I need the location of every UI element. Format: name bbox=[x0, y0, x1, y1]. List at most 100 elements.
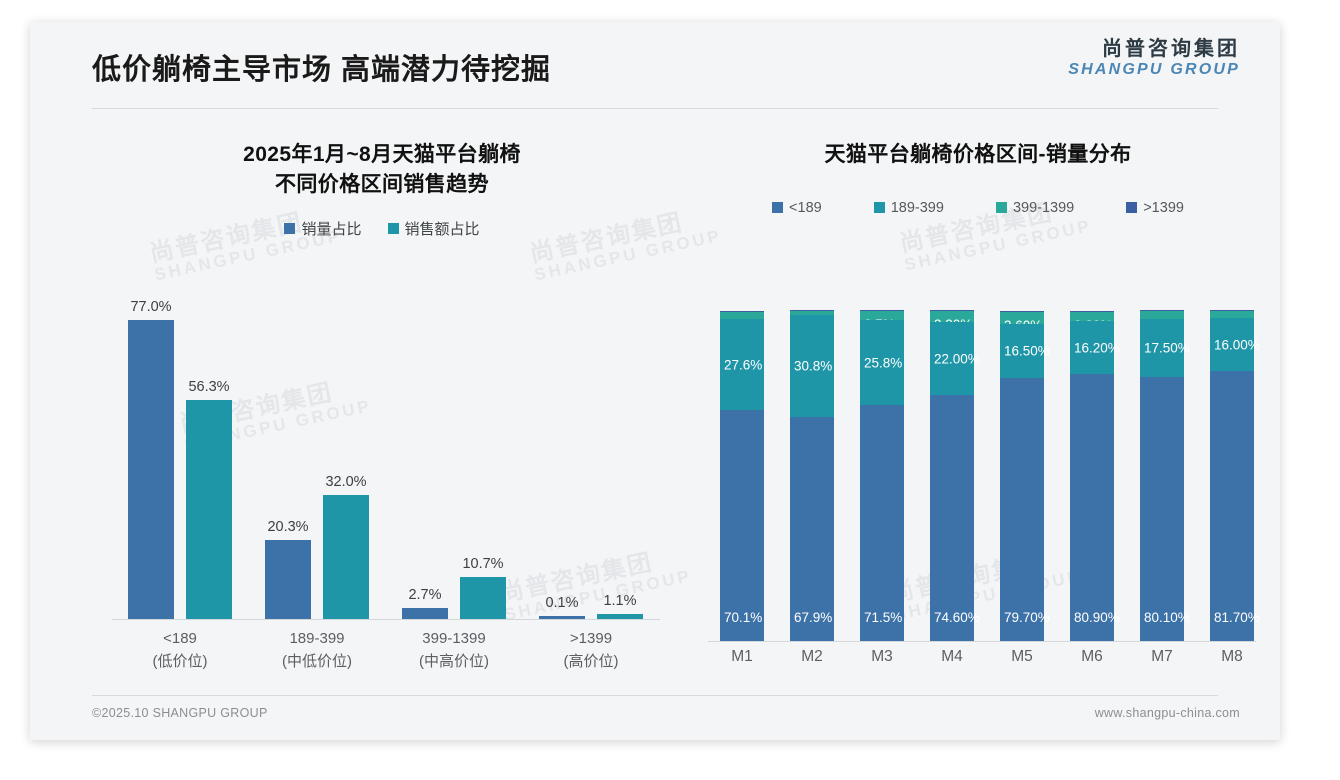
x-axis-label-range: >1399 bbox=[569, 630, 613, 647]
segment-value-label: 79.70% bbox=[1004, 610, 1050, 625]
x-axis-labels-sales-trend: <189 (低价位) 189-399 (中低价位) 399-1399 (中高价位… bbox=[112, 628, 660, 688]
segment-399-1399[interactable]: 2.10% bbox=[1210, 311, 1254, 332]
bar-volume-share[interactable]: 77.0% bbox=[128, 299, 174, 619]
segment-189-399[interactable]: 25.8% bbox=[860, 320, 904, 405]
segment-value-label: 17.50% bbox=[1144, 340, 1190, 356]
footer-copyright: ©2025.10 SHANGPU GROUP bbox=[92, 706, 268, 720]
chart-legend-sales-trend: 销量占比 销售额占比 bbox=[92, 218, 672, 239]
x-axis-label: <189 (低价位) bbox=[112, 628, 248, 673]
x-axis-label-range: 189-399 bbox=[289, 630, 345, 647]
segment-value-label: 16.00% bbox=[1214, 337, 1260, 352]
segment-value-label: 67.9% bbox=[794, 610, 833, 625]
segment-189-399[interactable]: 16.50% bbox=[1000, 324, 1050, 378]
segment-399-1399[interactable]: 3.60% bbox=[1000, 312, 1044, 333]
segment-399-1399[interactable]: 3.20% bbox=[930, 311, 974, 332]
bar-value-label: 20.3% bbox=[267, 519, 309, 535]
x-axis-label-sublabel: (低价位) bbox=[152, 652, 208, 670]
bar-value-label: 32.0% bbox=[325, 474, 367, 490]
segment-189-399[interactable]: 27.6% bbox=[720, 319, 764, 410]
bar-revenue-share[interactable]: 32.0% bbox=[323, 474, 369, 619]
segment-189-399[interactable]: 16.20% bbox=[1070, 321, 1120, 374]
slide: 低价躺椅主导市场 高端潜力待挖掘 尚普咨询集团 SHANGPU GROUP 尚普… bbox=[30, 22, 1280, 740]
legend-swatch-icon bbox=[1126, 202, 1138, 214]
segment-189-399[interactable]: 22.00% bbox=[930, 322, 980, 395]
legend-label: 销售额占比 bbox=[404, 220, 480, 238]
segment-under-189[interactable]: 79.70% bbox=[1000, 378, 1050, 641]
segment-399-1399[interactable]: 2.1% bbox=[720, 312, 764, 333]
bar-value-label: 0.1% bbox=[545, 595, 579, 611]
segment-value-label: 70.1% bbox=[724, 610, 763, 625]
stacked-bar[interactable]: 0.0% 1.3% 30.8% 67.9% bbox=[790, 310, 834, 641]
bar-revenue-share[interactable]: 56.3% bbox=[186, 379, 232, 619]
chart-title-line1: 2025年1月~8月天猫平台躺椅 bbox=[243, 143, 521, 166]
stacked-bar[interactable]: 0.20% 3.20% 22.00% 74.60% bbox=[930, 310, 980, 641]
segment-under-189[interactable]: 71.5% bbox=[860, 405, 904, 641]
legend-swatch-icon bbox=[873, 202, 885, 214]
footer-website[interactable]: www.shangpu-china.com bbox=[1094, 706, 1240, 720]
stacked-bar[interactable]: 0.00% 2.40% 17.50% 80.10% bbox=[1140, 310, 1190, 641]
stacked-bar[interactable]: 0.20% 3.60% 16.50% 79.70% bbox=[1000, 311, 1050, 641]
stacked-bar-group: 0.0% 2.7% 25.8% 71.5% bbox=[848, 310, 916, 641]
legend-item-revenue-share[interactable]: 销售额占比 bbox=[387, 218, 480, 239]
segment-189-399[interactable]: 30.8% bbox=[790, 315, 834, 417]
legend-item-volume-share[interactable]: 销量占比 bbox=[284, 218, 362, 239]
stacked-bar-group: 0.20% 2.10% 16.00% 81.70% bbox=[1198, 310, 1266, 641]
segment-under-189[interactable]: 74.60% bbox=[930, 395, 980, 641]
stacked-bar[interactable]: 0.0% 2.7% 25.8% 71.5% bbox=[860, 310, 904, 641]
x-axis-label-sublabel: (高价位) bbox=[563, 652, 619, 670]
bar-value-label: 56.3% bbox=[188, 379, 230, 395]
segment-under-189[interactable]: 80.90% bbox=[1070, 374, 1120, 641]
stacked-bar-group: 0.20% 3.20% 22.00% 74.60% bbox=[918, 310, 986, 641]
stacked-bar[interactable]: 0.10% 2.80% 16.20% 80.90% bbox=[1070, 311, 1120, 641]
segment-value-label: 16.20% bbox=[1074, 340, 1120, 355]
segment-under-189[interactable]: 67.9% bbox=[790, 417, 834, 641]
segment-189-399[interactable]: 17.50% bbox=[1140, 319, 1190, 377]
x-axis-label-sublabel: (中低价位) bbox=[282, 652, 352, 670]
segment-under-189[interactable]: 81.70% bbox=[1210, 371, 1260, 641]
legend-label: 399-1399 bbox=[1012, 199, 1075, 216]
chart-panel-volume-distribution: 天猫平台躺椅价格区间-销量分布 <189 189-399 399-1399 >1… bbox=[690, 140, 1266, 700]
legend-label: 189-399 bbox=[890, 199, 944, 216]
x-axis-label: M2 bbox=[801, 648, 823, 665]
segment-189-399[interactable]: 16.00% bbox=[1210, 318, 1260, 371]
bar-value-label: 77.0% bbox=[130, 299, 172, 315]
segment-399-1399[interactable]: 2.40% bbox=[1140, 311, 1184, 332]
bar-volume-share[interactable]: 20.3% bbox=[265, 519, 311, 619]
segment-under-189[interactable]: 80.10% bbox=[1140, 377, 1190, 641]
footer-divider bbox=[92, 695, 1218, 696]
segment-399-1399[interactable]: 2.7% bbox=[860, 311, 904, 332]
legend-label: <189 bbox=[789, 199, 822, 216]
logo-chinese-text: 尚普咨询集团 bbox=[1102, 38, 1240, 60]
segment-under-189[interactable]: 70.1% bbox=[720, 410, 764, 641]
brand-logo: 尚普咨询集团 SHANGPU GROUP bbox=[1068, 38, 1240, 79]
x-axis-labels-volume-distribution: M1 M2 M3 M4 M5 M6 M7 M8 bbox=[708, 648, 1256, 688]
x-axis-label: M5 bbox=[1011, 648, 1033, 665]
bar-volume-share[interactable]: 2.7% bbox=[402, 587, 448, 619]
segment-399-1399[interactable]: 2.80% bbox=[1070, 312, 1114, 333]
x-axis-label: M4 bbox=[941, 648, 963, 665]
chart-title-line2: 不同价格区间销售趋势 bbox=[275, 172, 489, 196]
stacked-bar-group: 0.00% 2.40% 17.50% 80.10% bbox=[1128, 310, 1196, 641]
legend-item-over-1399[interactable]: >1399 bbox=[1126, 200, 1184, 216]
bar-revenue-share[interactable]: 1.1% bbox=[597, 593, 643, 619]
chart-title-sales-trend: 2025年1月~8月天猫平台躺椅 不同价格区间销售趋势 bbox=[92, 140, 672, 200]
x-axis-line bbox=[112, 619, 660, 620]
bar-group: 0.1% 1.1% bbox=[523, 289, 659, 619]
legend-item-399-1399[interactable]: 399-1399 bbox=[995, 199, 1075, 216]
header-divider bbox=[92, 108, 1218, 109]
stacked-bar-group: 0.0% 1.3% 30.8% 67.9% bbox=[778, 310, 846, 641]
stacked-bar[interactable]: 0.20% 2.10% 16.00% 81.70% bbox=[1210, 310, 1260, 641]
bar-revenue-share[interactable]: 10.7% bbox=[460, 556, 506, 619]
bar-group: 20.3% 32.0% bbox=[249, 289, 385, 619]
stacked-bar-group: 0.10% 2.80% 16.20% 80.90% bbox=[1058, 311, 1126, 641]
chart-panel-sales-trend: 2025年1月~8月天猫平台躺椅 不同价格区间销售趋势 销量占比 销售额占比 7… bbox=[92, 140, 672, 700]
segment-value-label: 25.8% bbox=[864, 355, 903, 370]
segment-value-label: 22.00% bbox=[934, 351, 980, 366]
bar-volume-share[interactable]: 0.1% bbox=[539, 595, 585, 619]
segment-value-label: 80.90% bbox=[1074, 610, 1120, 625]
legend-item-189-399[interactable]: 189-399 bbox=[873, 199, 944, 216]
bar-group: 77.0% 56.3% bbox=[112, 289, 248, 619]
segment-value-label: 81.70% bbox=[1214, 610, 1260, 625]
legend-item-under-189[interactable]: <189 bbox=[772, 200, 822, 216]
stacked-bar[interactable]: 0.2% 2.1% 27.6% 70.1% bbox=[720, 311, 764, 641]
